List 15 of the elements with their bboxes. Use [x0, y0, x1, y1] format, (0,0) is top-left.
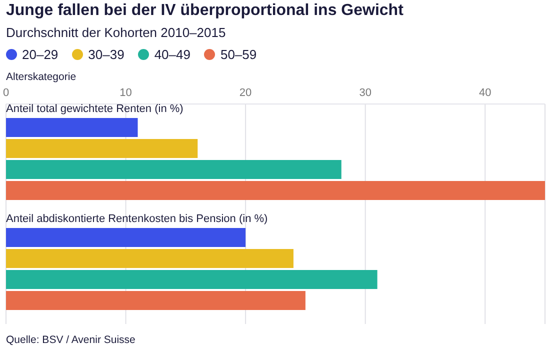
x-tick-label: 10: [120, 87, 132, 99]
legend-label: 30–39: [88, 47, 124, 62]
legend-label: 50–59: [220, 47, 257, 62]
y-tick-label: Anteil total gewichtete Renten (in %): [6, 103, 184, 115]
y-tick-label: Anteil abdiskontierte Rentenkosten bis Pension (in %): [6, 213, 268, 225]
x-axis-title: Alterskategorie: [6, 71, 76, 83]
chart-subtitle: Durchschnitt der Kohorten 2010–2015: [6, 25, 226, 40]
source-note: Quelle: BSV / Avenir Suisse: [6, 334, 136, 346]
x-tick-label: 20: [239, 87, 252, 99]
legend-label: 20–29: [22, 47, 58, 62]
x-tick-label: 40: [478, 87, 492, 99]
x-tick-label: 30: [359, 87, 372, 99]
chart-title: Junge fallen bei der IV überproportional ins Gewicht: [6, 2, 404, 20]
x-tick-label: 0: [2, 87, 10, 99]
legend-label: 40–49: [154, 47, 190, 62]
